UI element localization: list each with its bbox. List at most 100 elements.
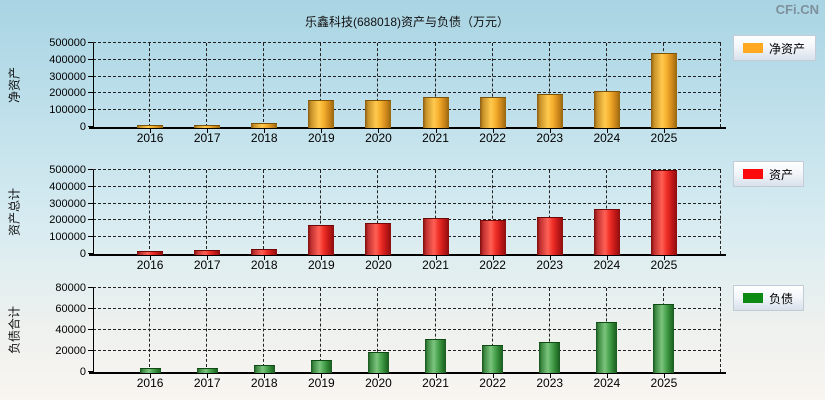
bar-2024 xyxy=(594,91,620,128)
y-axis-tick xyxy=(88,92,93,94)
x-axis-tick xyxy=(150,129,152,133)
gridline-vertical xyxy=(263,170,265,254)
x-axis-tick xyxy=(663,256,665,260)
y-axis-tick xyxy=(88,202,93,204)
y-axis-tick-label: 60000 xyxy=(55,303,86,315)
y-axis-tick xyxy=(88,42,93,43)
gridline-vertical xyxy=(434,288,436,372)
y-axis-tick xyxy=(88,287,93,288)
gridline-vertical xyxy=(206,288,208,372)
gridline-vertical xyxy=(605,43,607,127)
y-axis-tick-label: 200000 xyxy=(49,214,86,227)
y-axis-tick xyxy=(88,253,93,254)
y-axis-tick xyxy=(88,185,93,187)
x-axis-tick xyxy=(549,256,551,260)
y-axis-tick xyxy=(88,329,93,330)
y-axis-tick-label: 20000 xyxy=(55,345,86,357)
x-axis-label-2021: 2021 xyxy=(422,131,449,145)
bar-2020 xyxy=(365,223,391,255)
gridline-horizontal xyxy=(93,58,721,60)
x-axis-line xyxy=(89,372,726,374)
x-axis-tick xyxy=(606,129,608,133)
x-axis-tick xyxy=(207,374,209,378)
gridline-vertical xyxy=(206,43,208,127)
y-axis-tick xyxy=(88,236,93,238)
x-axis-label-2023: 2023 xyxy=(536,376,564,390)
legend-swatch xyxy=(743,293,763,303)
gridline-vertical xyxy=(377,43,379,127)
x-axis-label-2024: 2024 xyxy=(593,258,621,272)
legend-label: 资产 xyxy=(769,167,794,182)
y-axis-tick xyxy=(88,58,93,60)
y-axis-tick xyxy=(88,126,93,127)
legend-3: 负债 xyxy=(733,285,805,311)
x-axis-tick xyxy=(150,256,152,260)
x-axis-label-2024: 2024 xyxy=(593,131,621,145)
x-axis-label-2017: 2017 xyxy=(193,131,221,145)
x-axis-line xyxy=(89,254,726,256)
x-axis-label-2016: 2016 xyxy=(136,376,164,390)
bar-2016 xyxy=(137,125,163,128)
gridline-horizontal xyxy=(93,219,721,221)
y-axis-tick xyxy=(88,371,93,372)
gridline-vertical xyxy=(377,170,379,254)
gridline-vertical xyxy=(491,170,493,254)
x-axis-label-2020: 2020 xyxy=(365,376,392,390)
x-axis-tick xyxy=(207,256,209,260)
x-axis-tick xyxy=(207,129,209,133)
gridline-horizontal xyxy=(93,75,721,77)
x-axis-tick xyxy=(321,256,323,260)
bar-2024 xyxy=(596,322,617,373)
legend-swatch xyxy=(743,43,763,53)
y-axis-tick xyxy=(88,219,93,221)
gridline-vertical xyxy=(720,170,721,254)
gridline-vertical xyxy=(263,43,265,127)
gridline-vertical xyxy=(434,43,436,127)
bar-2022 xyxy=(480,97,506,128)
gridline-vertical xyxy=(149,170,151,254)
gridline-vertical xyxy=(548,288,550,372)
x-axis-tick xyxy=(321,129,323,133)
y-axis-tick xyxy=(88,109,93,111)
x-axis-label-2017: 2017 xyxy=(193,258,221,272)
x-axis-tick xyxy=(606,256,608,260)
y-axis-tick xyxy=(88,75,93,77)
bar-2025 xyxy=(653,304,674,373)
y-axis-tick-label: 400000 xyxy=(49,180,86,193)
y-axis-tick-label: 80000 xyxy=(55,282,86,294)
y-axis-tick-label: 400000 xyxy=(49,53,86,66)
bar-2024 xyxy=(594,209,620,255)
bar-2025 xyxy=(651,53,677,128)
y-axis-tick-label: 300000 xyxy=(49,70,86,83)
x-axis-tick xyxy=(321,374,323,378)
x-axis-label-2016: 2016 xyxy=(136,258,164,272)
bar-2019 xyxy=(308,225,334,255)
bar-2018 xyxy=(254,365,275,373)
bar-2022 xyxy=(480,220,506,255)
y-axis-title: 净资产 xyxy=(7,66,22,104)
y-axis-tick xyxy=(88,169,93,170)
gridline-horizontal xyxy=(93,236,721,238)
x-axis-tick xyxy=(150,374,152,378)
x-axis-tick xyxy=(435,129,437,133)
bar-2021 xyxy=(425,339,446,373)
y-axis-tick-label: 0 xyxy=(79,248,86,260)
x-axis-label-2019: 2019 xyxy=(308,131,335,145)
bar-2023 xyxy=(539,342,560,373)
legend-swatch xyxy=(743,169,763,179)
x-axis-label-2019: 2019 xyxy=(308,376,335,390)
gridline-vertical xyxy=(320,43,322,127)
x-axis-label-2020: 2020 xyxy=(365,131,392,145)
gridline-horizontal xyxy=(93,308,721,309)
gridline-vertical xyxy=(149,43,151,127)
bar-2020 xyxy=(368,352,389,373)
bar-2022 xyxy=(482,345,503,373)
bar-2019 xyxy=(311,360,332,373)
x-axis-tick xyxy=(492,256,494,260)
legend-label: 负债 xyxy=(769,291,794,306)
x-axis-tick xyxy=(378,129,380,133)
x-axis-tick xyxy=(264,129,266,133)
x-axis-label-2023: 2023 xyxy=(536,258,564,272)
x-axis-label-2022: 2022 xyxy=(479,376,506,390)
